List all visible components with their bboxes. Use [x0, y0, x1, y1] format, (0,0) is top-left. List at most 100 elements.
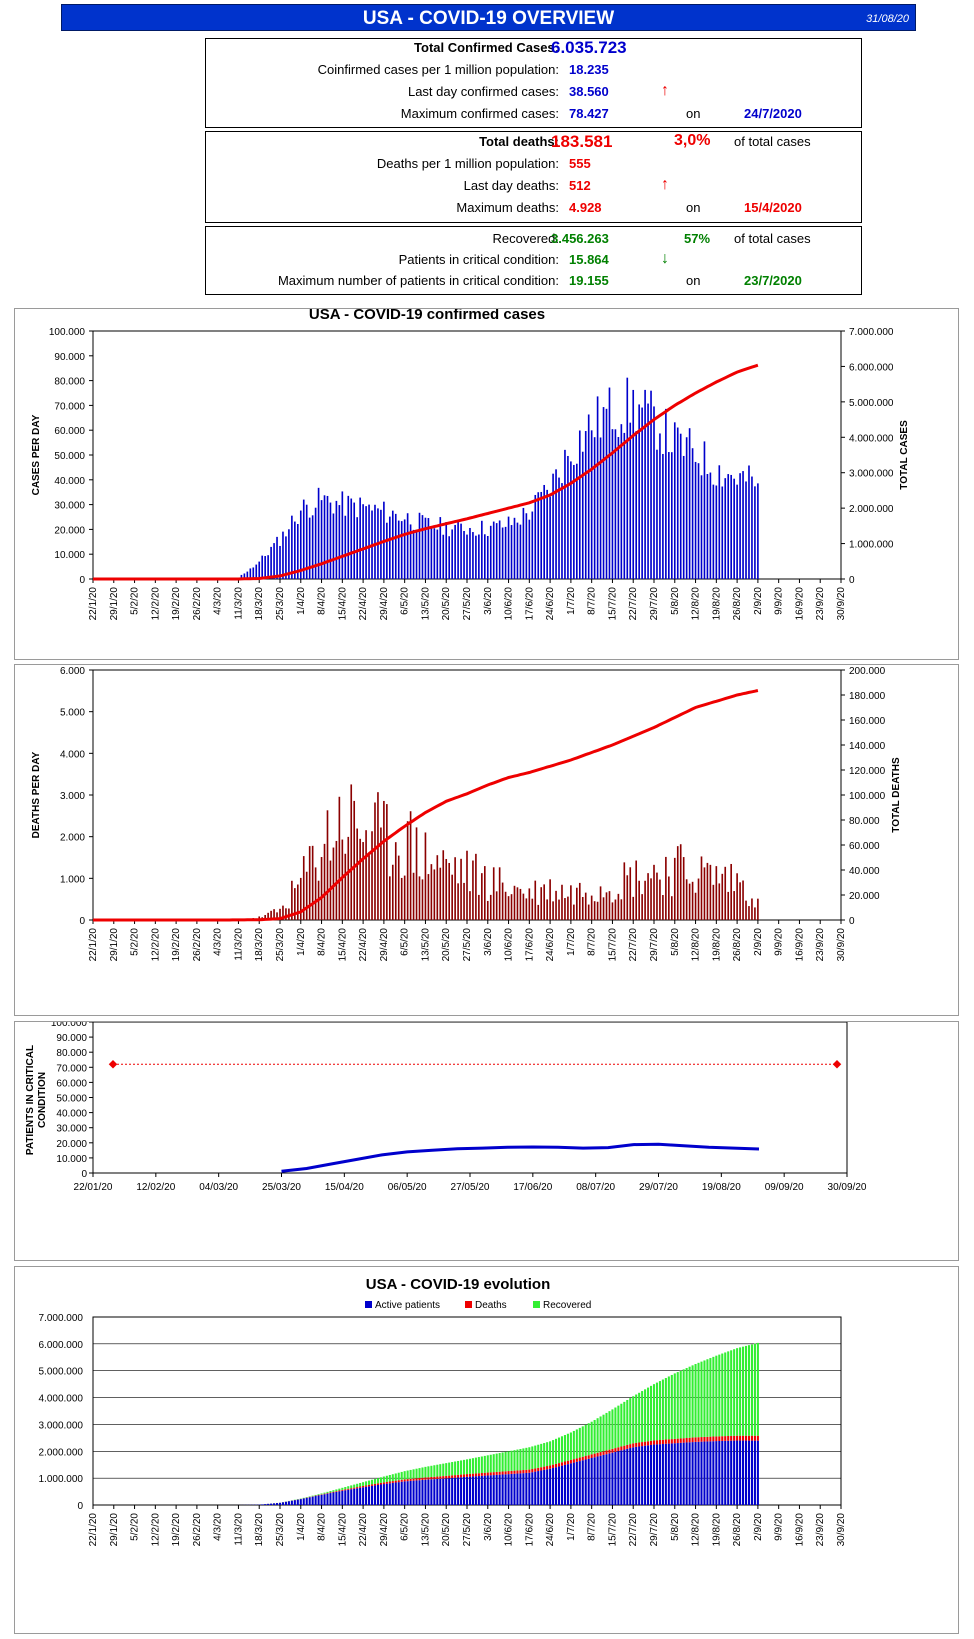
daily-bar [635, 860, 638, 920]
recovered-bar [584, 1424, 587, 1456]
recovered-bar [593, 1419, 596, 1454]
deaths-bar [661, 1439, 664, 1444]
active-bar [278, 1502, 282, 1505]
daily-bar [537, 492, 540, 579]
y2-tick-label: 100.000 [849, 791, 886, 802]
active-bar [264, 1504, 267, 1505]
active-bar [534, 1471, 537, 1505]
recovered-bar [368, 1480, 371, 1485]
x-tick-label: 30/09/20 [828, 1182, 867, 1193]
deaths-bar [471, 1473, 474, 1477]
active-bar [326, 1493, 329, 1505]
daily-bar [558, 899, 560, 920]
recovered-bar [635, 1394, 638, 1443]
recovered-bar [549, 1441, 552, 1466]
deaths-bar [341, 1489, 344, 1491]
daily-bar [409, 811, 412, 920]
daily-bar [448, 862, 451, 920]
recovered-bar [617, 1405, 620, 1448]
daily-bar [294, 888, 296, 920]
daily-bar [377, 792, 379, 920]
y-tick-label: 90.000 [54, 352, 85, 363]
critical-value: 15.864 [569, 252, 609, 267]
total-deaths-value: 183.581 [551, 132, 613, 151]
x-tick-label: 8/4/20 [317, 1513, 328, 1541]
recovered-bar [596, 1418, 599, 1453]
daily-bar [599, 886, 602, 920]
active-bar [566, 1464, 569, 1505]
recovered-bar [516, 1449, 519, 1471]
daily-bar [742, 471, 744, 579]
daily-bar [240, 574, 243, 579]
daily-bar [264, 556, 266, 579]
daily-bar [469, 891, 471, 920]
recovered-bar [718, 1354, 721, 1437]
deaths-bar [519, 1470, 522, 1474]
legend-label: Deaths [475, 1300, 507, 1311]
max-deaths-label: Maximum deaths: [456, 200, 559, 215]
daily-bar [264, 914, 266, 920]
recovered-bar [454, 1461, 457, 1476]
deaths-bar [537, 1467, 540, 1472]
critical-chart-panel: USA - COVID-19 patients in critical cond… [14, 1021, 959, 1261]
daily-bar [389, 876, 391, 920]
daily-bar [555, 890, 557, 920]
deaths-bar [593, 1453, 596, 1458]
recovered-bar [685, 1368, 688, 1438]
y-tick-label: 100.000 [51, 1022, 88, 1029]
y-tick-label: 100.000 [49, 327, 86, 338]
daily-bar [460, 523, 462, 579]
recovered-bar [733, 1349, 736, 1436]
active-bar [647, 1445, 650, 1505]
active-bar [379, 1484, 382, 1505]
daily-bar [391, 864, 394, 920]
y-tick-label: 0 [79, 916, 85, 927]
deaths-chart-panel: USA - COVID-19 deaths01.0002.0003.0004.0… [14, 664, 959, 1016]
daily-bar [516, 887, 519, 920]
deaths-bar [557, 1463, 561, 1467]
daily-bar [623, 862, 626, 920]
daily-bar [670, 452, 673, 579]
daily-bar [709, 472, 712, 579]
daily-bar [478, 894, 480, 920]
recovered-bar [703, 1360, 706, 1437]
daily-bar [733, 891, 735, 920]
daily-bar [335, 500, 338, 579]
active-bar [661, 1443, 664, 1505]
x-tick-label: 5/2/20 [130, 1513, 141, 1541]
deaths-per-million-value: 555 [569, 156, 591, 171]
daily-bar [299, 510, 302, 579]
daily-bar [383, 800, 385, 920]
daily-bar [632, 896, 635, 920]
deaths-bar [415, 1478, 418, 1481]
x-tick-label: 5/2/20 [130, 928, 141, 956]
deaths-bar [712, 1436, 715, 1442]
daily-bar [537, 904, 540, 920]
max-critical-value: 19.155 [569, 273, 609, 288]
deaths-bar [460, 1474, 463, 1478]
daily-bar [546, 899, 548, 920]
active-bar [522, 1473, 525, 1505]
active-bar [673, 1443, 676, 1505]
daily-bar [632, 389, 635, 579]
daily-bar [531, 511, 534, 579]
deaths-bar [394, 1480, 397, 1483]
active-bar [658, 1444, 661, 1505]
daily-bar [371, 831, 373, 920]
x-tick-label: 15/4/20 [337, 928, 348, 962]
daily-bar [629, 422, 632, 579]
active-bar [457, 1477, 460, 1505]
daily-bar [466, 534, 468, 579]
active-bar [356, 1488, 359, 1505]
x-tick-label: 19/08/20 [702, 1182, 741, 1193]
daily-bar [602, 407, 605, 579]
daily-bar [581, 897, 584, 920]
active-bar [302, 1498, 305, 1505]
evolution-chart-panel: USA - COVID-19 evolution Active patients D… [14, 1266, 959, 1634]
deaths-bar [474, 1473, 477, 1477]
x-tick-label: 9/9/20 [774, 1513, 785, 1541]
deaths-bar [451, 1475, 454, 1478]
deaths-bar [516, 1470, 519, 1474]
deaths-bar [543, 1466, 546, 1470]
daily-bar [296, 523, 299, 579]
